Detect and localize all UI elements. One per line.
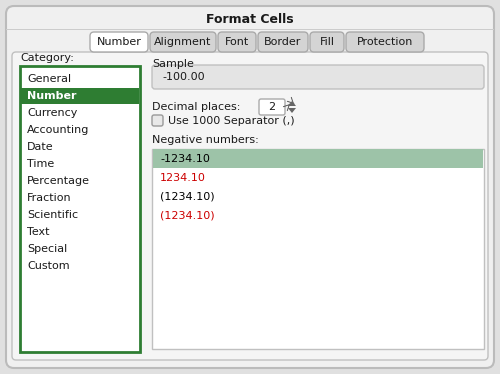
FancyBboxPatch shape: [90, 32, 148, 52]
Polygon shape: [288, 108, 296, 113]
Text: General: General: [27, 74, 71, 84]
Text: Decimal places:: Decimal places:: [152, 102, 240, 112]
Bar: [21, 88, 139, 104]
Text: Special: Special: [27, 244, 67, 254]
FancyBboxPatch shape: [12, 52, 488, 360]
FancyBboxPatch shape: [259, 99, 285, 115]
Text: 2: 2: [268, 102, 276, 112]
Text: Sample: Sample: [152, 59, 194, 69]
Bar: [152, 149, 484, 349]
FancyBboxPatch shape: [310, 32, 344, 52]
FancyBboxPatch shape: [152, 115, 163, 126]
Text: (1234.10): (1234.10): [160, 211, 214, 221]
Text: Date: Date: [27, 142, 54, 152]
Text: Fraction: Fraction: [27, 193, 72, 203]
Bar: [6, 29, 494, 30]
Bar: [20, 66, 140, 352]
Text: Format Cells: Format Cells: [206, 12, 294, 25]
Text: -1234.10: -1234.10: [160, 153, 210, 163]
FancyBboxPatch shape: [150, 32, 216, 52]
Text: Accounting: Accounting: [27, 125, 90, 135]
Text: Scientific: Scientific: [27, 210, 78, 220]
Text: Use 1000 Separator (,): Use 1000 Separator (,): [168, 116, 294, 126]
Polygon shape: [288, 101, 296, 106]
Text: Fill: Fill: [320, 37, 334, 47]
Text: Protection: Protection: [357, 37, 413, 47]
Text: Number: Number: [27, 91, 76, 101]
FancyBboxPatch shape: [258, 32, 308, 52]
Text: Text: Text: [27, 227, 50, 237]
FancyBboxPatch shape: [218, 32, 256, 52]
Text: Border: Border: [264, 37, 302, 47]
Text: 1234.10: 1234.10: [160, 172, 206, 183]
Text: Currency: Currency: [27, 108, 78, 118]
Text: -100.00: -100.00: [162, 72, 204, 82]
Text: Category:: Category:: [20, 53, 74, 63]
Text: Font: Font: [225, 37, 249, 47]
FancyBboxPatch shape: [152, 65, 484, 89]
FancyBboxPatch shape: [346, 32, 424, 52]
Text: Time: Time: [27, 159, 54, 169]
Bar: [153, 149, 483, 168]
Text: (1234.10): (1234.10): [160, 191, 214, 202]
Text: Percentage: Percentage: [27, 176, 90, 186]
Text: Number: Number: [96, 37, 142, 47]
Text: Negative numbers:: Negative numbers:: [152, 135, 259, 145]
Text: Custom: Custom: [27, 261, 70, 271]
FancyBboxPatch shape: [6, 6, 494, 368]
Text: Alignment: Alignment: [154, 37, 212, 47]
